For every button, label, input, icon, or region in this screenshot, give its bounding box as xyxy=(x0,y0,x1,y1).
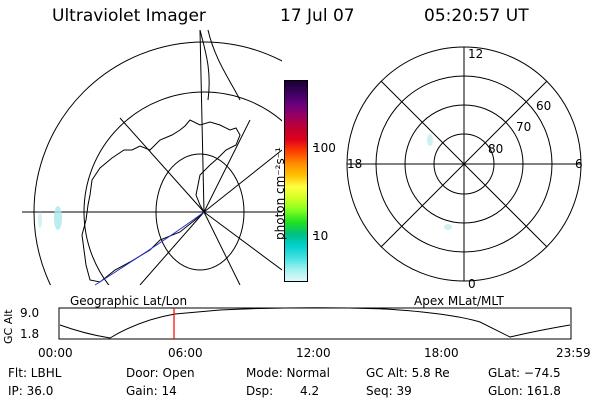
apex-label: Apex MLat/MLT xyxy=(414,294,504,308)
gain-info: Gain: 14 xyxy=(126,384,177,398)
aurora-patch xyxy=(54,206,62,230)
y-label-max: 9.0 xyxy=(20,306,39,320)
colorbar xyxy=(284,80,308,282)
meridian-line xyxy=(119,117,205,213)
orbit-track xyxy=(94,211,205,286)
meridian-line xyxy=(203,211,282,271)
x-label-2359: 23:59 xyxy=(556,346,591,360)
meridian-line xyxy=(203,119,251,213)
gc-alt-axis-title: GC Alt xyxy=(2,309,15,344)
x-label-1200: 12:00 xyxy=(296,346,331,360)
dsp-value: 4.2 xyxy=(300,384,320,398)
meridian-line xyxy=(139,211,205,285)
x-label-0000: 00:00 xyxy=(38,346,73,360)
gc-alt-timeline[interactable]: 9.0 1.8 GC Alt 00:00 06:00 12:00 18:00 2… xyxy=(0,300,600,360)
mlt-label-6: 6 xyxy=(575,157,583,171)
mlat-label-70: 70 xyxy=(516,120,531,134)
mlt-label-18: 18 xyxy=(347,157,362,171)
gc-alt-info: GC Alt: 5.8 Re xyxy=(366,366,450,380)
time-label: 05:20:57 UT xyxy=(424,6,529,26)
colorbar-tick-mark xyxy=(313,234,317,235)
mlat-label-80: 80 xyxy=(488,142,503,156)
aurora-patch xyxy=(444,224,452,230)
app-title: Ultraviolet Imager xyxy=(52,6,206,26)
outer-lat-circle xyxy=(33,41,282,285)
altitude-curve xyxy=(59,307,571,339)
meridian-line xyxy=(199,30,241,101)
colorbar-unit-label: photon cm⁻²s⁻¹ xyxy=(273,147,287,240)
seq-info: Seq: 39 xyxy=(366,384,412,398)
glat-info: GLat: −74.5 xyxy=(488,366,561,380)
colorbar-tick-10: 10 xyxy=(313,229,329,243)
colorbar-tick-100: 100 xyxy=(313,141,336,155)
aurora-patch xyxy=(427,134,433,146)
mlat-label-60: 60 xyxy=(536,99,551,113)
x-label-0600: 06:00 xyxy=(168,346,203,360)
geographic-map[interactable] xyxy=(0,0,290,295)
meridian-line xyxy=(199,30,205,213)
colorbar-tick-mark xyxy=(313,146,317,147)
date-label: 17 Jul 07 xyxy=(280,6,355,26)
aurora-patch xyxy=(38,212,42,228)
dsp-label: Dsp: xyxy=(246,384,274,398)
mlt-label-12: 12 xyxy=(468,47,483,61)
door-info: Door: Open xyxy=(126,366,195,380)
flt-info: Flt: LBHL xyxy=(8,366,62,380)
meridian-line xyxy=(203,149,282,213)
geographic-label: Geographic Lat/Lon xyxy=(70,294,188,308)
ip-info: IP: 36.0 xyxy=(8,384,54,398)
y-label-min: 1.8 xyxy=(20,327,39,341)
x-label-1800: 18:00 xyxy=(424,346,459,360)
meridian-line xyxy=(203,211,241,285)
glon-info: GLon: 161.8 xyxy=(488,384,561,398)
mlt-label-0: 0 xyxy=(468,277,476,290)
coastline xyxy=(81,119,241,283)
mode-info: Mode: Normal xyxy=(246,366,330,380)
mlat-mlt-plot[interactable]: 12 18 6 0 60 70 80 xyxy=(340,45,595,290)
